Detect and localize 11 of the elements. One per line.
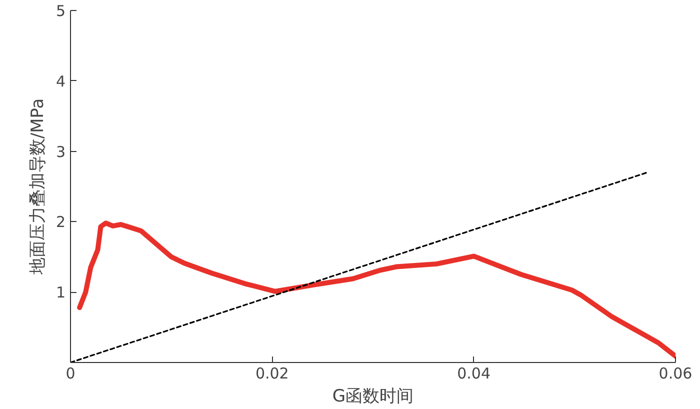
y-tick-label: 2	[56, 213, 66, 232]
x-tick-label: 0	[66, 364, 76, 382]
y-tick-label: 4	[56, 72, 66, 90]
x-tick-label: 0.02	[255, 364, 289, 382]
y-tick-label: 5	[56, 2, 66, 20]
y-tick-label: 1	[56, 284, 66, 302]
y-axis-title: 地面压力叠加导数/MPa	[28, 98, 48, 276]
x-tick-label: 0.06	[658, 364, 692, 382]
x-tick-label: 0.04	[457, 364, 491, 382]
y-tick-label: 3	[56, 142, 66, 161]
x-axis-title: G函数时间	[332, 386, 414, 406]
